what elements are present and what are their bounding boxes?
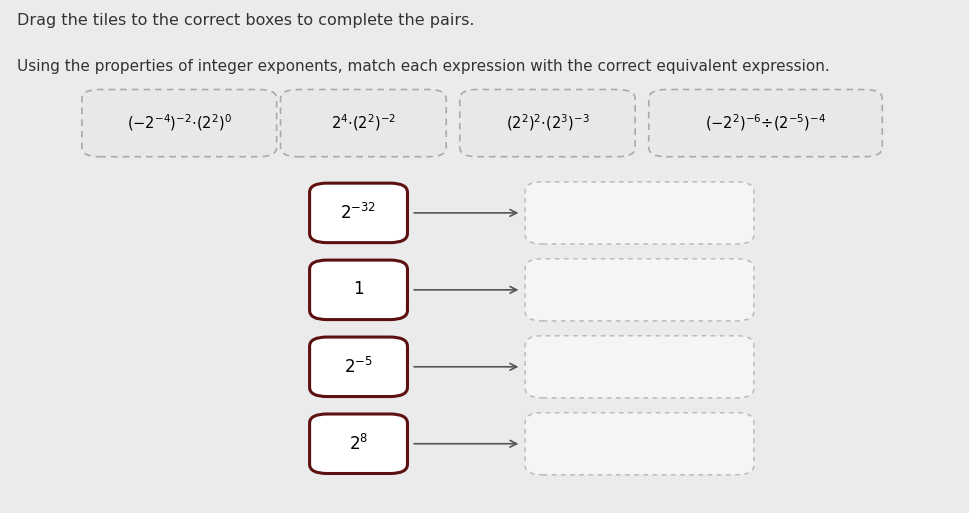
- FancyBboxPatch shape: [525, 412, 754, 475]
- FancyBboxPatch shape: [525, 182, 754, 244]
- Text: $(2^2)^2{\cdot}(2^3)^{-3}$: $(2^2)^2{\cdot}(2^3)^{-3}$: [506, 113, 589, 133]
- FancyBboxPatch shape: [280, 90, 446, 157]
- Text: $(-2^{-4})^{-2}{\cdot}(2^2)^0$: $(-2^{-4})^{-2}{\cdot}(2^2)^0$: [127, 113, 232, 133]
- FancyBboxPatch shape: [310, 183, 407, 243]
- Text: Drag the tiles to the correct boxes to complete the pairs.: Drag the tiles to the correct boxes to c…: [17, 13, 475, 28]
- FancyBboxPatch shape: [525, 336, 754, 398]
- Text: $2^{-32}$: $2^{-32}$: [340, 203, 377, 223]
- Text: $1$: $1$: [353, 281, 364, 299]
- Text: $2^{-5}$: $2^{-5}$: [344, 357, 373, 377]
- FancyBboxPatch shape: [310, 414, 407, 473]
- FancyBboxPatch shape: [81, 90, 277, 157]
- Text: $2^4{\cdot}(2^2)^{-2}$: $2^4{\cdot}(2^2)^{-2}$: [330, 113, 396, 133]
- Text: $2^8$: $2^8$: [349, 433, 368, 454]
- FancyBboxPatch shape: [525, 259, 754, 321]
- FancyBboxPatch shape: [310, 337, 407, 397]
- FancyBboxPatch shape: [649, 90, 882, 157]
- FancyBboxPatch shape: [310, 260, 407, 320]
- Text: $(-2^2)^{-6}{\div}(2^{-5})^{-4}$: $(-2^2)^{-6}{\div}(2^{-5})^{-4}$: [705, 113, 826, 133]
- Text: Using the properties of integer exponents, match each expression with the correc: Using the properties of integer exponent…: [17, 59, 830, 74]
- FancyBboxPatch shape: [459, 90, 635, 157]
